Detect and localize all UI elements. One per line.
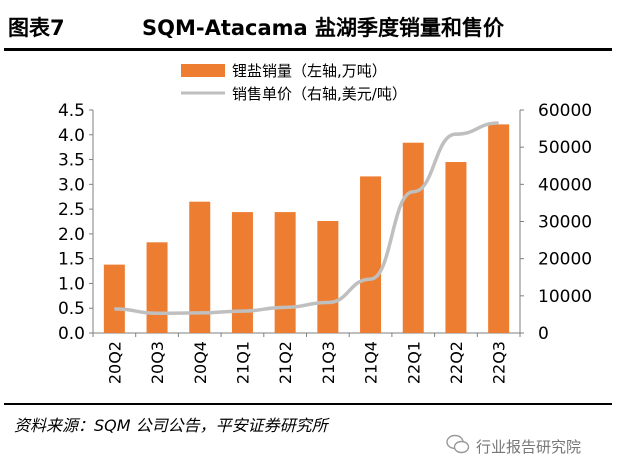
- x-tick-label: 21Q2: [276, 341, 295, 384]
- left-tick-label: 1.0: [58, 274, 85, 294]
- x-tick-label: 21Q1: [233, 341, 252, 384]
- price-line: [114, 121, 499, 316]
- wechat-logo-icon: [446, 434, 470, 454]
- legend: 锂盐销量（左轴,万吨） 销售单价（右轴,美元/吨）: [181, 62, 407, 103]
- bar-21q2: [274, 212, 296, 333]
- legend-label-bar: 锂盐销量（左轴,万吨）: [232, 62, 387, 80]
- x-tick-label: 20Q4: [191, 341, 210, 384]
- left-tick-label: 2.5: [58, 200, 85, 220]
- right-tick-label: 30000: [538, 213, 592, 233]
- title-divider: [4, 48, 612, 51]
- x-tick-label: 21Q4: [362, 341, 381, 384]
- plot-area: 0.0 0.5 1.0 1.5 2.0 2.5 3.0 3.5 4.0 4.5 0 10000 2000…: [58, 101, 592, 384]
- x-tick-label: 22Q1: [404, 341, 423, 384]
- left-tick-label: 4.5: [58, 101, 85, 121]
- bar-20q3: [146, 242, 168, 333]
- figure-header: 图表7 SQM-Atacama 盐湖季度销量和售价: [0, 0, 618, 52]
- bar-21q1: [231, 212, 253, 333]
- x-tick-label: 22Q3: [490, 341, 509, 384]
- bar-22q2: [445, 162, 467, 333]
- left-tick-label: 4.0: [58, 126, 85, 146]
- left-tick-label: 3.0: [58, 175, 85, 195]
- combo-chart: 锂盐销量（左轴,万吨） 销售单价（右轴,美元/吨） 0.0 0.5 1.0 1.5 2.…: [58, 62, 592, 384]
- bar-22q1: [402, 142, 424, 333]
- bar-21q3: [317, 221, 339, 333]
- legend-label-line: 销售单价（右轴,美元/吨）: [232, 85, 407, 103]
- left-tick-label: 0.0: [58, 324, 85, 344]
- left-tick-label: 0.5: [58, 299, 85, 319]
- bar-20q4: [189, 201, 211, 333]
- bar-20q2: [103, 264, 125, 333]
- source-divider: [4, 403, 612, 405]
- right-tick-label: 60000: [538, 101, 592, 121]
- right-tick-label: 10000: [538, 287, 592, 307]
- bar-22q3: [488, 124, 510, 333]
- right-tick-label: 40000: [538, 175, 592, 195]
- right-tick-label: 20000: [538, 250, 592, 270]
- left-tick-label: 2.0: [58, 225, 85, 245]
- bar-21q4: [360, 176, 382, 333]
- legend-swatch-bar: [181, 64, 225, 77]
- x-tick-label: 20Q2: [105, 341, 124, 384]
- left-tick-label: 3.5: [58, 151, 85, 171]
- figure-label: 图表7: [8, 16, 65, 40]
- figure-title: SQM-Atacama 盐湖季度销量和售价: [142, 16, 505, 40]
- right-tick-label: 50000: [538, 138, 592, 158]
- x-tick-label: 20Q3: [148, 341, 167, 384]
- source-note: 资料来源：SQM 公司公告，平安证券研究所: [14, 416, 328, 435]
- left-tick-label: 1.5: [58, 250, 85, 270]
- x-tick-label: 21Q3: [319, 341, 338, 384]
- watermark-text: 行业报告研究院: [476, 438, 582, 456]
- right-tick-label: 0: [538, 324, 549, 344]
- x-tick-label: 22Q2: [447, 341, 466, 384]
